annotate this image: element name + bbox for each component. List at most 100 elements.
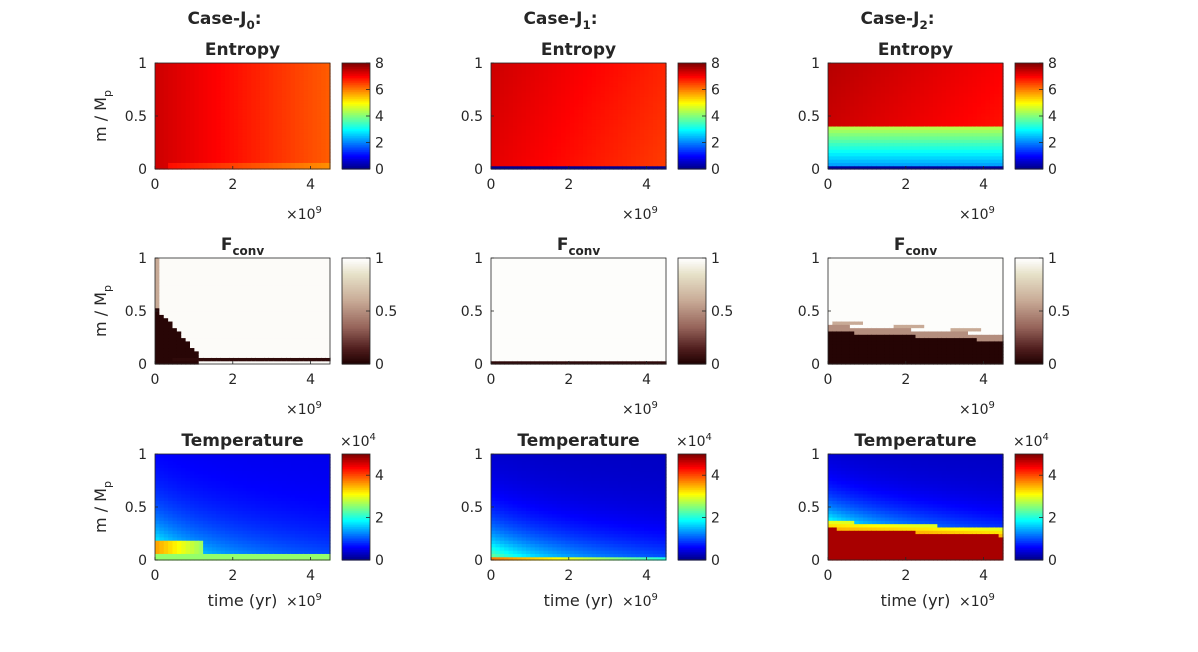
- heatmap-cell: [898, 155, 903, 160]
- heatmap-cell: [295, 159, 300, 163]
- heatmap-cell: [246, 307, 252, 312]
- heatmap-cell: [876, 122, 882, 127]
- heatmap-cell: [163, 122, 169, 127]
- heatmap-cell: [841, 106, 847, 110]
- heatmap-cell: [578, 145, 584, 150]
- heatmap-cell: [260, 99, 265, 104]
- heatmap-cell: [163, 344, 169, 349]
- heatmap-cell: [163, 267, 169, 272]
- heatmap-cell: [168, 69, 174, 74]
- heatmap-cell: [242, 69, 248, 74]
- heatmap-cell: [652, 162, 658, 167]
- heatmap-cell: [604, 122, 610, 127]
- heatmap-cell: [491, 122, 496, 127]
- heatmap-cell: [242, 301, 248, 305]
- heatmap-cell: [937, 135, 943, 140]
- heatmap-cell: [832, 96, 838, 101]
- heatmap-cell: [556, 165, 562, 170]
- heatmap-cell: [609, 86, 615, 91]
- heatmap-cell: [635, 89, 641, 94]
- heatmap-cell: [880, 106, 886, 110]
- heatmap-cell: [609, 92, 615, 97]
- heatmap-cell: [617, 82, 623, 87]
- heatmap-cell: [622, 76, 628, 81]
- heatmap-cell: [565, 149, 571, 154]
- heatmap-cell: [591, 102, 597, 107]
- heatmap-cell: [600, 139, 606, 144]
- heatmap-cell: [841, 119, 847, 124]
- heatmap-cell: [190, 139, 195, 144]
- heatmap-cell: [569, 66, 575, 71]
- heatmap-cell: [849, 99, 855, 104]
- heatmap-cell: [163, 66, 169, 71]
- heatmap-cell: [504, 122, 510, 127]
- heatmap-cell: [207, 277, 213, 282]
- heatmap-cell: [617, 86, 623, 91]
- heatmap-cell: [539, 159, 545, 163]
- heatmap-cell: [504, 106, 510, 110]
- heatmap-cell: [216, 89, 222, 94]
- heatmap-cell: [181, 135, 187, 140]
- case-title: Case-J1:: [523, 9, 597, 32]
- heatmap-cell: [547, 112, 553, 117]
- heatmap-cell: [998, 132, 1004, 137]
- heatmap-cell: [277, 125, 283, 130]
- heatmap-cell: [644, 149, 650, 154]
- heatmap-cell: [491, 159, 496, 163]
- heatmap-cell: [233, 311, 239, 315]
- heatmap-cell: [216, 337, 222, 342]
- heatmap-cell: [526, 162, 531, 167]
- heatmap-cell: [556, 112, 562, 117]
- colorbar-segment: [342, 140, 370, 144]
- heatmap-cell: [617, 165, 623, 170]
- heatmap-cell: [534, 155, 540, 160]
- heatmap-cell: [321, 159, 327, 163]
- heatmap-cell: [569, 112, 575, 117]
- heatmap-cell: [845, 132, 851, 137]
- heatmap-cell: [561, 102, 566, 107]
- heatmap-cell: [268, 145, 274, 150]
- heatmap-cell: [316, 132, 322, 137]
- heatmap-cell: [617, 66, 623, 71]
- heatmap-cell: [242, 297, 248, 302]
- heatmap-cell: [211, 307, 217, 312]
- heatmap-cell: [565, 89, 571, 94]
- heatmap-cell: [521, 76, 527, 81]
- heatmap-cell: [172, 267, 178, 272]
- heatmap-cell: [893, 145, 899, 150]
- heatmap-cell: [233, 317, 239, 322]
- heatmap-cell: [556, 145, 562, 150]
- heatmap-cell: [648, 132, 654, 137]
- heatmap-cell: [626, 72, 632, 77]
- heatmap-cell: [565, 76, 571, 81]
- heatmap-cell: [163, 350, 169, 355]
- heatmap-cell: [176, 149, 182, 154]
- heatmap-cell: [299, 102, 305, 107]
- heatmap-cell: [631, 129, 636, 134]
- heatmap-cell: [547, 119, 553, 124]
- heatmap-cell: [836, 63, 842, 67]
- heatmap-cell: [172, 330, 178, 335]
- heatmap-cell: [220, 261, 226, 266]
- heatmap-cell: [867, 76, 873, 81]
- heatmap-cell: [841, 79, 847, 84]
- heatmap-cell: [255, 330, 261, 335]
- heatmap-cell: [176, 125, 182, 130]
- heatmap-cell: [578, 165, 584, 170]
- heatmap-cell: [172, 301, 178, 305]
- heatmap-cell: [176, 72, 182, 77]
- heatmap-cell: [596, 159, 601, 163]
- heatmap-cell: [159, 324, 165, 329]
- heatmap-cell: [325, 102, 331, 107]
- heatmap-cell: [836, 92, 842, 97]
- heatmap-cell: [928, 155, 934, 160]
- heatmap-cell: [194, 258, 200, 262]
- heatmap-cell: [190, 152, 195, 157]
- heatmap-cell: [273, 132, 279, 137]
- heatmap-cell: [915, 86, 921, 91]
- heatmap-cell: [229, 109, 235, 114]
- heatmap-cell: [268, 72, 274, 77]
- heatmap-cell: [644, 76, 650, 81]
- heatmap-cell: [561, 76, 566, 81]
- heatmap-cell: [530, 135, 536, 140]
